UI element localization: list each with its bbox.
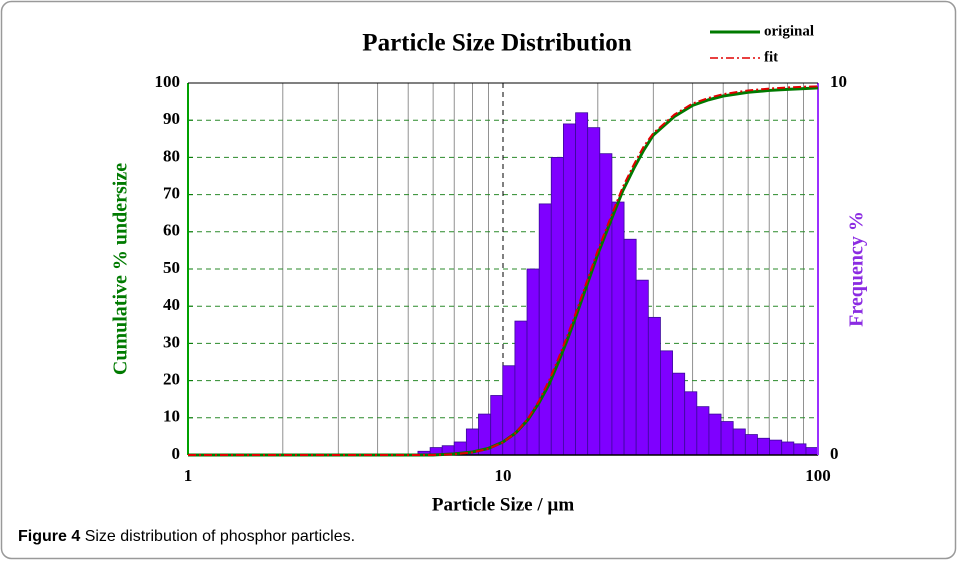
legend-label: original [764, 23, 814, 39]
y-tick-label: 80 [163, 146, 180, 165]
chart-title: Particle Size Distribution [362, 30, 631, 57]
bar [805, 447, 819, 456]
y2-axis-label: Frequency % [846, 211, 868, 327]
bar [623, 238, 637, 456]
y-tick-label: 0 [172, 444, 181, 463]
bar [672, 372, 686, 456]
y2-tick-label: 10 [830, 72, 847, 91]
y2-tick-label: 0 [830, 444, 839, 463]
y-tick-label: 70 [163, 184, 180, 203]
caption-label: Figure 4 [18, 528, 80, 545]
y-tick-label: 30 [163, 332, 180, 351]
y-axis-label: Cumulative % undersize [110, 163, 132, 375]
bar [526, 268, 540, 456]
bar [587, 127, 601, 456]
caption-text: Size distribution of phosphor particles. [85, 528, 355, 545]
bar [793, 443, 807, 456]
bar [514, 320, 528, 456]
bar [769, 439, 783, 456]
bar [757, 437, 770, 456]
bar [647, 316, 661, 456]
y-tick-label: 50 [163, 258, 180, 277]
bar [732, 428, 746, 456]
bar [599, 153, 613, 456]
y-tick-label: 10 [163, 407, 180, 426]
bar [660, 350, 673, 456]
caption: Figure 4 Size distribution of phosphor p… [18, 528, 355, 545]
y-tick-label: 40 [163, 295, 180, 314]
bar [550, 156, 564, 456]
y-tick-label: 60 [163, 221, 180, 240]
bar [635, 279, 649, 456]
bar [696, 406, 710, 456]
bar [684, 391, 698, 456]
x-tick-label: 1 [184, 466, 193, 485]
y-tick-label: 20 [163, 370, 180, 389]
x-tick-label: 100 [805, 466, 831, 485]
x-axis-label: Particle Size / µm [432, 494, 574, 515]
legend-label: fit [764, 49, 778, 65]
bar [538, 203, 552, 456]
bar [562, 123, 576, 456]
bar [781, 441, 795, 456]
cumulative-line [188, 85, 819, 456]
y-tick-label: 100 [155, 72, 181, 91]
bar [744, 434, 758, 456]
bar [708, 413, 722, 456]
y-tick-label: 90 [163, 109, 180, 128]
bar [611, 201, 625, 456]
x-tick-label: 10 [495, 466, 512, 485]
bar [720, 421, 734, 456]
